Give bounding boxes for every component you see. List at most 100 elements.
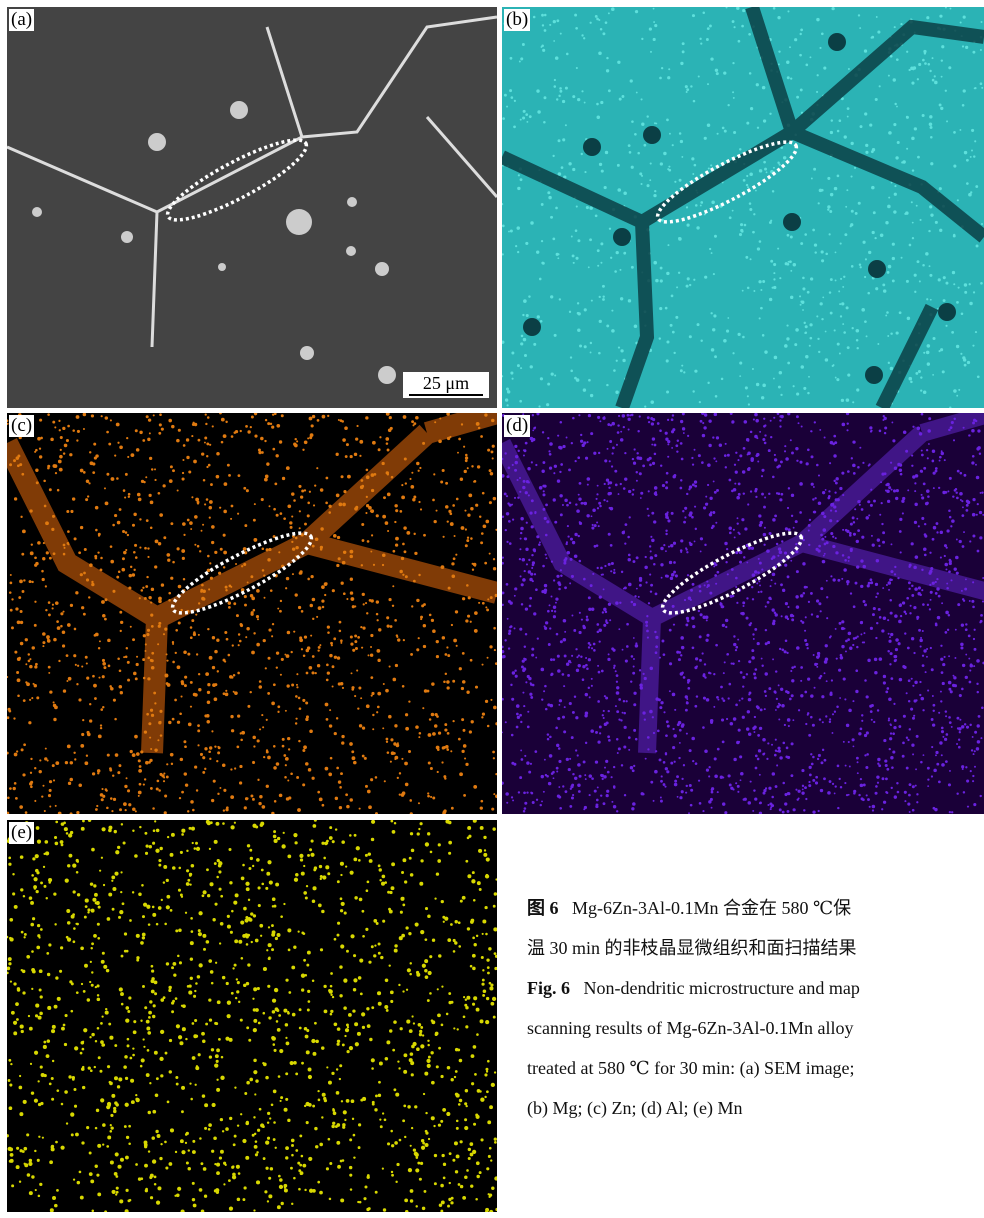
texture (287, 631, 291, 635)
texture (541, 698, 543, 700)
texture (517, 251, 519, 253)
texture (440, 481, 443, 484)
texture (706, 634, 709, 637)
texture (549, 24, 551, 26)
texture (858, 794, 860, 796)
texture (494, 649, 496, 651)
texture (963, 16, 966, 19)
texture (781, 540, 783, 542)
texture (757, 642, 760, 645)
texture (365, 602, 367, 604)
texture (841, 472, 844, 475)
texture (573, 629, 576, 632)
texture (205, 423, 207, 425)
texture (341, 840, 345, 844)
texture (60, 449, 62, 451)
texture (102, 675, 105, 678)
texture (776, 764, 778, 766)
texture (563, 562, 566, 565)
texture (139, 518, 141, 520)
texture (778, 750, 781, 753)
texture (183, 534, 185, 536)
texture (446, 680, 449, 683)
texture (770, 808, 772, 810)
texture (106, 431, 109, 434)
texture (828, 495, 831, 498)
particle (230, 101, 248, 119)
texture (751, 547, 754, 550)
texture (579, 560, 582, 563)
texture (715, 69, 718, 72)
texture (679, 742, 681, 744)
texture (796, 392, 799, 395)
texture (216, 760, 218, 762)
texture (582, 665, 585, 668)
texture (391, 751, 395, 755)
texture (758, 580, 760, 582)
texture (528, 494, 530, 496)
texture (652, 462, 655, 465)
texture (820, 789, 823, 792)
texture (575, 27, 578, 30)
texture (784, 650, 787, 653)
texture (520, 527, 524, 531)
texture (890, 633, 893, 636)
texture (387, 493, 391, 497)
texture (668, 68, 670, 70)
texture (653, 261, 657, 265)
texture (81, 606, 84, 609)
texture (562, 785, 564, 787)
texture (39, 989, 42, 992)
texture (327, 631, 330, 634)
texture (936, 587, 939, 590)
texture (623, 426, 625, 428)
texture (209, 517, 211, 519)
texture (681, 778, 683, 780)
texture (948, 681, 952, 685)
panel-e: (e) (7, 820, 497, 1212)
texture (340, 772, 343, 775)
texture (704, 413, 707, 416)
texture (654, 453, 657, 456)
texture (177, 721, 180, 724)
texture (873, 721, 875, 723)
texture (194, 544, 196, 546)
texture (805, 332, 807, 334)
texture (930, 126, 933, 129)
texture (979, 536, 982, 539)
texture (448, 852, 451, 855)
texture (91, 583, 94, 586)
texture (929, 265, 931, 267)
texture (837, 498, 840, 501)
dark-spot (783, 213, 801, 231)
texture (974, 629, 976, 631)
texture (253, 745, 255, 747)
texture (80, 573, 83, 576)
texture (662, 640, 665, 643)
texture (802, 785, 804, 787)
texture (762, 280, 765, 283)
texture (462, 652, 465, 655)
texture (246, 489, 249, 492)
texture (576, 656, 578, 658)
texture (49, 488, 52, 491)
texture (64, 547, 66, 549)
texture (906, 597, 909, 600)
texture (619, 98, 622, 101)
texture (521, 666, 524, 669)
texture (284, 1189, 288, 1193)
texture (399, 1139, 402, 1142)
texture (756, 383, 759, 386)
texture (624, 586, 627, 589)
texture (35, 1014, 38, 1017)
texture (809, 56, 811, 58)
texture (370, 676, 373, 679)
texture (521, 758, 524, 761)
texture (759, 727, 762, 730)
texture (845, 640, 848, 643)
texture (606, 57, 608, 59)
texture (887, 619, 889, 621)
texture (101, 857, 103, 859)
texture (540, 320, 543, 323)
texture (560, 33, 562, 35)
